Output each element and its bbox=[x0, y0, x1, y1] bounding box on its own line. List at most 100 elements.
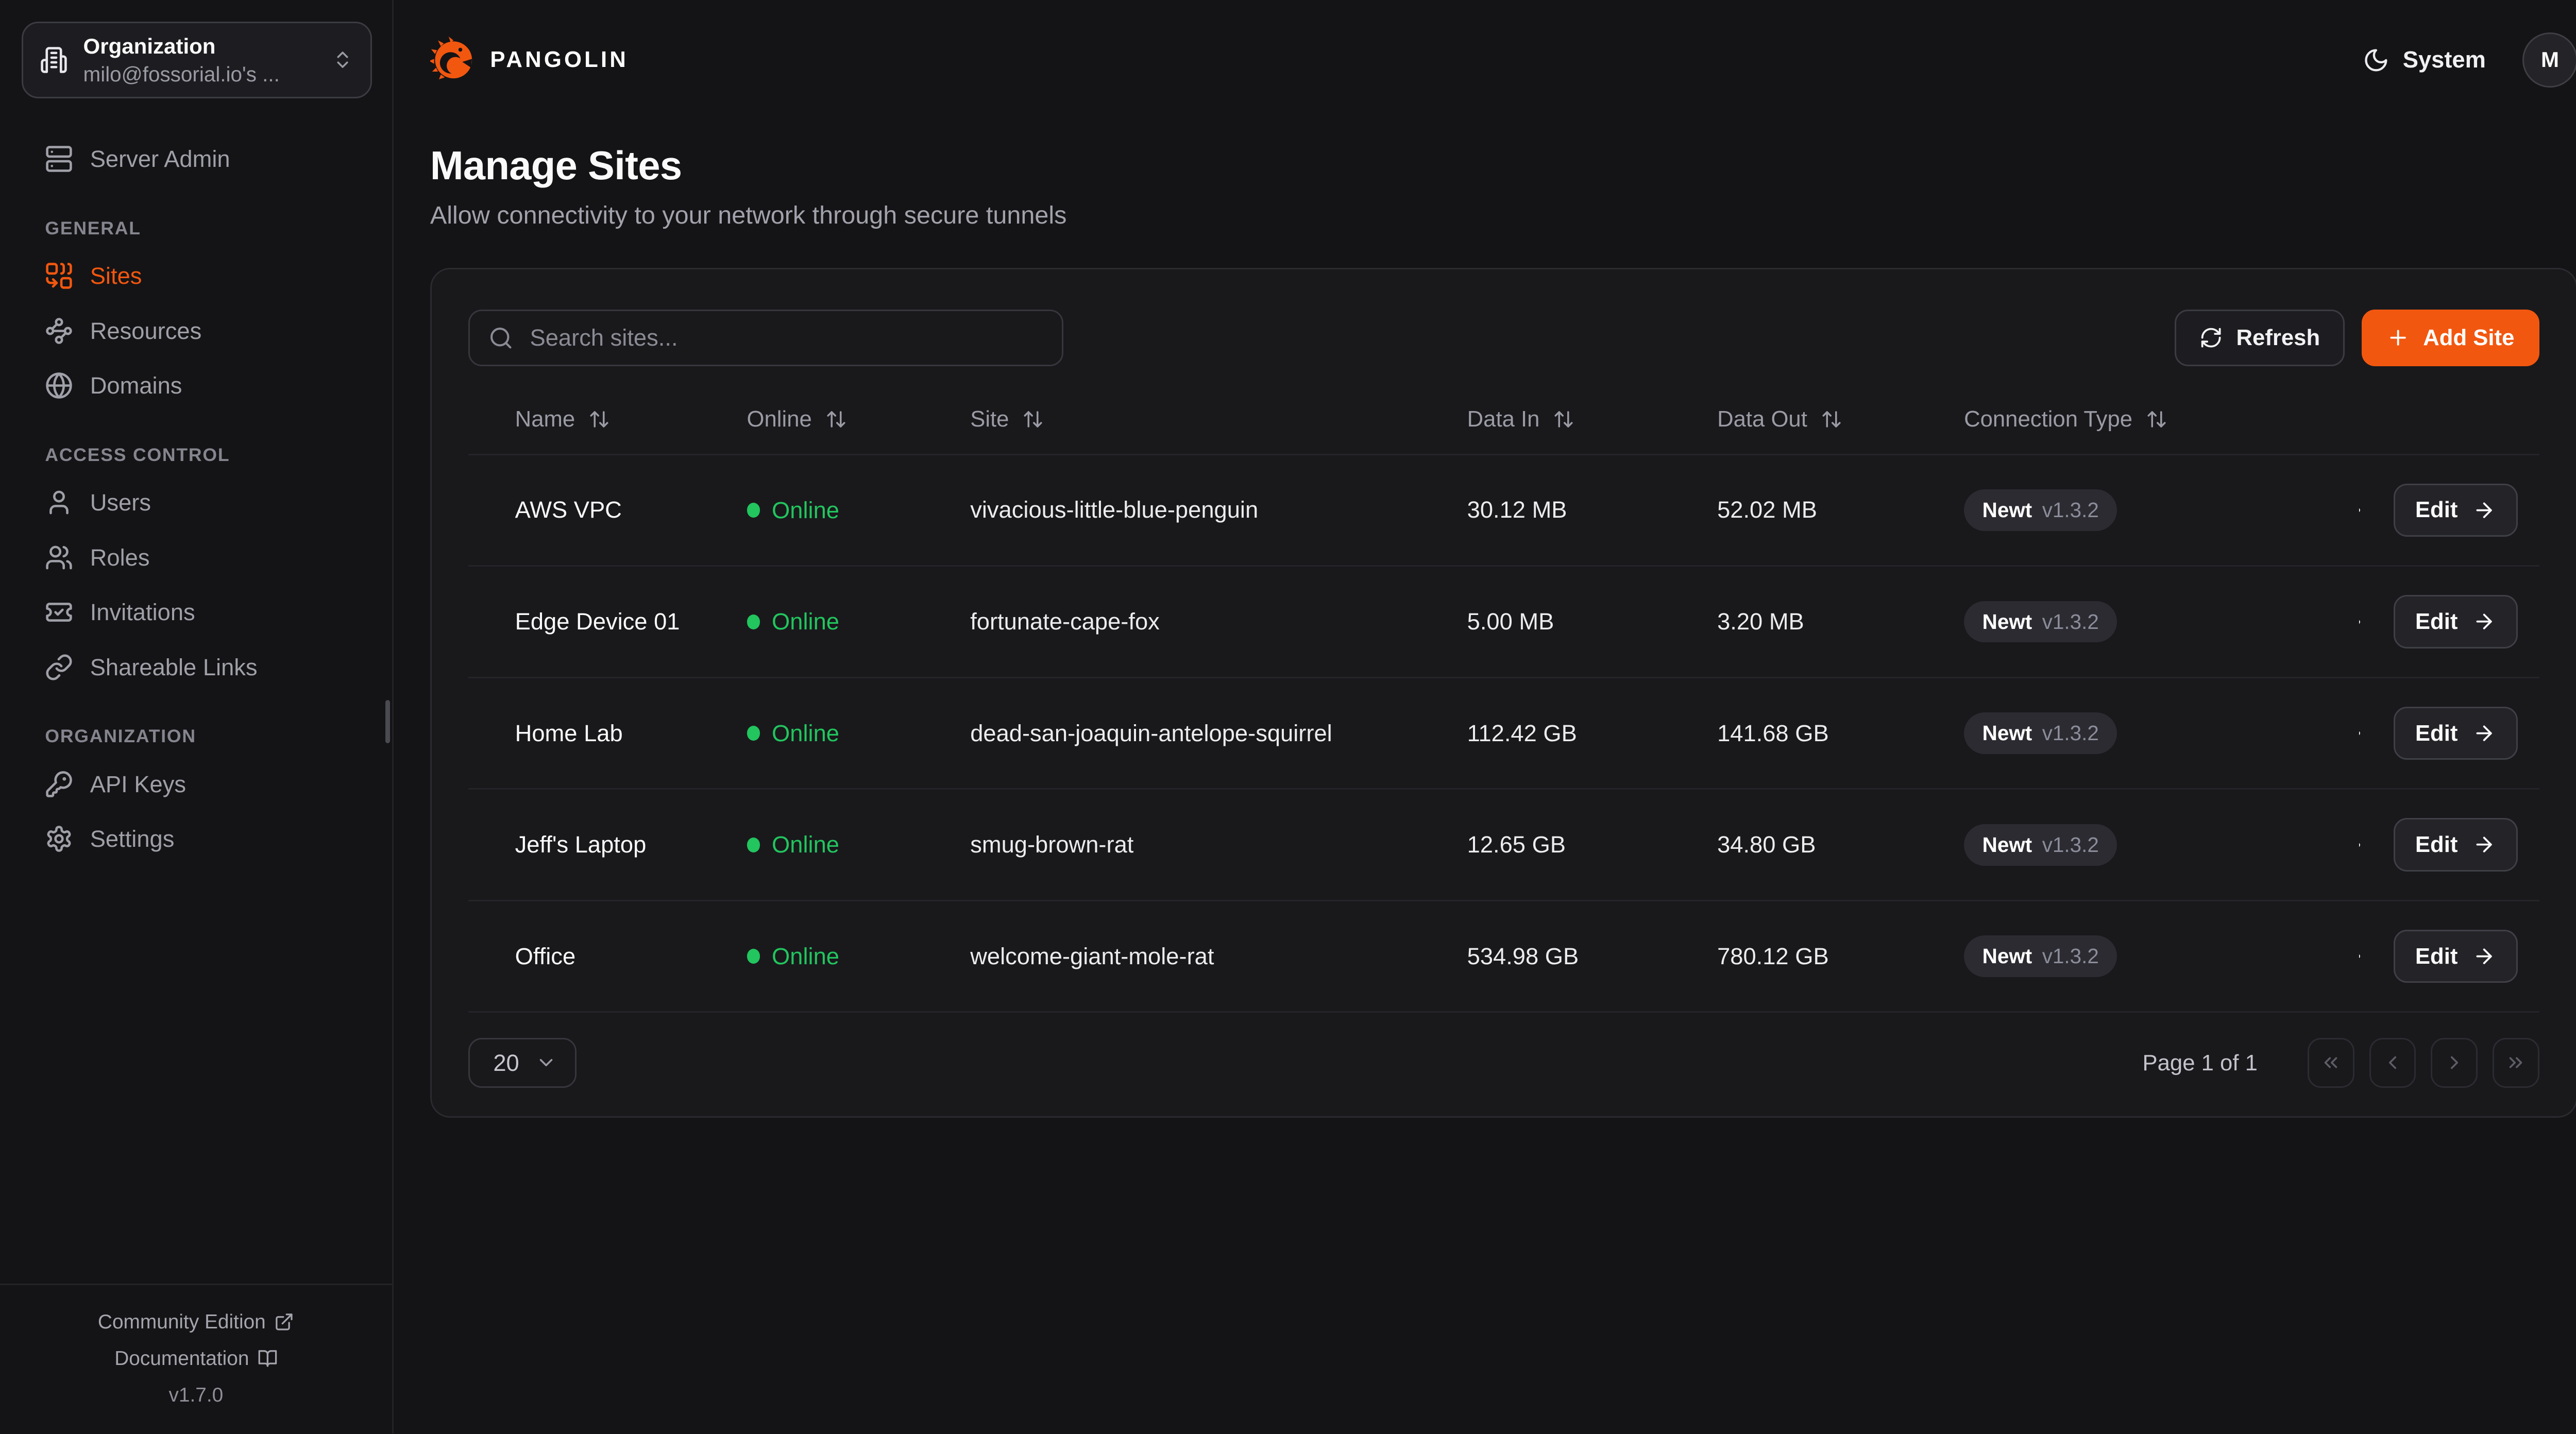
edit-button[interactable]: Edit bbox=[2394, 929, 2518, 983]
site-name-cell: Home Lab bbox=[468, 676, 747, 789]
edit-button[interactable]: Edit bbox=[2394, 818, 2518, 872]
pagination-first-button[interactable] bbox=[2307, 1037, 2354, 1088]
sidebar-item-users[interactable]: Users bbox=[22, 475, 370, 530]
online-dot-icon bbox=[747, 726, 760, 741]
connection-version: v1.3.2 bbox=[2042, 832, 2099, 857]
sidebar-footer-links: Community Edition Documentation bbox=[13, 1304, 379, 1377]
refresh-label: Refresh bbox=[2236, 325, 2320, 350]
column-label: Site bbox=[970, 406, 1009, 432]
app-version: v1.7.0 bbox=[168, 1384, 224, 1406]
combine-icon bbox=[45, 262, 73, 290]
sidebar-item-api-keys[interactable]: API Keys bbox=[22, 757, 370, 812]
row-menu-button[interactable] bbox=[2359, 939, 2367, 974]
column-label: Data In bbox=[1467, 406, 1540, 432]
column-header-data-out[interactable]: Data Out bbox=[1717, 393, 1964, 454]
connection-type-cell: Newt v1.3.2 bbox=[1964, 788, 2360, 901]
row-actions: Edit bbox=[2359, 595, 2539, 648]
connection-type-label: Newt bbox=[1982, 609, 2032, 634]
sidebar-item-label: Settings bbox=[90, 826, 175, 852]
brand[interactable]: PANGOLIN bbox=[430, 37, 629, 83]
theme-toggle-button[interactable]: System bbox=[2363, 46, 2486, 73]
column-header-data-in[interactable]: Data In bbox=[1467, 393, 1717, 454]
column-header-site[interactable]: Site bbox=[970, 393, 1467, 454]
building-icon bbox=[40, 46, 68, 74]
avatar[interactable]: M bbox=[2522, 32, 2576, 88]
row-menu-button[interactable] bbox=[2359, 604, 2367, 639]
connection-version: v1.3.2 bbox=[2042, 609, 2099, 634]
ticket-check-icon bbox=[45, 598, 73, 626]
sidebar-item-shareable-links[interactable]: Shareable Links bbox=[22, 640, 370, 695]
users-icon bbox=[45, 543, 73, 572]
pagination-next-button[interactable] bbox=[2431, 1037, 2478, 1088]
pangolin-logo-icon bbox=[430, 37, 472, 80]
sidebar-item-label: Sites bbox=[90, 262, 142, 289]
sites-toolbar: Refresh Add Site bbox=[468, 310, 2539, 367]
connection-type-cell: Newt v1.3.2 bbox=[1964, 899, 2360, 1012]
online-status-cell: Online bbox=[747, 676, 971, 789]
arrow-right-icon bbox=[2472, 610, 2496, 633]
arrow-right-icon bbox=[2472, 722, 2496, 745]
column-header-name[interactable]: Name bbox=[468, 393, 747, 454]
data-in-cell: 30.12 MB bbox=[1467, 453, 1718, 566]
online-status-cell: Online bbox=[747, 565, 971, 678]
online-dot-icon bbox=[747, 503, 760, 518]
user-icon bbox=[45, 488, 73, 517]
footer-link-community-edition[interactable]: Community Edition bbox=[13, 1304, 379, 1340]
data-out-cell: 3.20 MB bbox=[1717, 565, 1964, 678]
edit-label: Edit bbox=[2415, 832, 2458, 858]
pagination-last-button[interactable] bbox=[2493, 1037, 2539, 1088]
org-selector[interactable]: Organization milo@fossorial.io's ... bbox=[22, 22, 372, 98]
edit-button[interactable]: Edit bbox=[2394, 483, 2518, 537]
footer-link-documentation[interactable]: Documentation bbox=[13, 1340, 379, 1377]
data-out-cell: 780.12 GB bbox=[1717, 899, 1964, 1012]
sidebar-item-label: Server Admin bbox=[90, 146, 230, 173]
sidebar-item-roles[interactable]: Roles bbox=[22, 530, 370, 585]
connection-type-cell: Newt v1.3.2 bbox=[1964, 453, 2360, 566]
refresh-button[interactable]: Refresh bbox=[2175, 310, 2345, 367]
ellipsis-icon bbox=[2359, 496, 2364, 524]
pagination-previous-button[interactable] bbox=[2369, 1037, 2416, 1088]
search-input[interactable] bbox=[527, 322, 1044, 353]
table-row-aws-vpc: AWS VPC Online vivacious-little-blue-pengu… bbox=[468, 453, 2539, 566]
status-label: Online bbox=[772, 497, 839, 523]
sidebar-item-label: Users bbox=[90, 489, 151, 516]
connection-version: v1.3.2 bbox=[2042, 721, 2099, 745]
online-status-cell: Online bbox=[747, 899, 971, 1012]
column-label: Connection Type bbox=[1964, 406, 2133, 432]
column-header-inner: Connection Type bbox=[1964, 406, 2167, 432]
site-id-cell: vivacious-little-blue-penguin bbox=[970, 453, 1467, 566]
row-menu-button[interactable] bbox=[2359, 493, 2367, 528]
column-header-online[interactable]: Online bbox=[747, 393, 971, 454]
sidebar-scrollbar-thumb[interactable] bbox=[385, 700, 391, 744]
status-badge: Online bbox=[747, 943, 839, 970]
row-actions: Edit bbox=[2359, 929, 2539, 983]
edit-button[interactable]: Edit bbox=[2394, 706, 2518, 760]
table-row-office: Office Online welcome-giant-mole-rat 534.98… bbox=[468, 899, 2539, 1012]
column-header-connection-type[interactable]: Connection Type bbox=[1964, 393, 2359, 454]
arrow-up-down-icon bbox=[825, 408, 847, 430]
data-in-cell: 112.42 GB bbox=[1467, 676, 1718, 789]
sidebar-item-resources[interactable]: Resources bbox=[22, 303, 370, 358]
footer-link-label: Documentation bbox=[114, 1347, 249, 1370]
sidebar-item-settings[interactable]: Settings bbox=[22, 812, 370, 867]
sidebar-item-sites[interactable]: Sites bbox=[22, 248, 370, 303]
row-menu-button[interactable] bbox=[2359, 716, 2367, 751]
row-menu-button[interactable] bbox=[2359, 827, 2367, 862]
connection-type-label: Newt bbox=[1982, 721, 2032, 745]
connection-version: v1.3.2 bbox=[2042, 498, 2099, 522]
connection-type-label: Newt bbox=[1982, 944, 2032, 968]
sidebar-item-domains[interactable]: Domains bbox=[22, 358, 370, 414]
edit-button[interactable]: Edit bbox=[2394, 595, 2518, 648]
footer-link-label: Community Edition bbox=[97, 1310, 266, 1333]
status-badge: Online bbox=[747, 497, 839, 524]
site-id-cell: fortunate-cape-fox bbox=[970, 565, 1467, 678]
sidebar-item-invitations[interactable]: Invitations bbox=[22, 585, 370, 640]
ellipsis-icon bbox=[2359, 942, 2364, 970]
connection-type-label: Newt bbox=[1982, 832, 2032, 857]
row-actions: Edit bbox=[2359, 483, 2539, 537]
column-header-inner: Online bbox=[747, 406, 847, 432]
settings-icon bbox=[45, 825, 73, 853]
sidebar-item-server-admin[interactable]: Server Admin bbox=[22, 132, 370, 187]
page-size-select[interactable]: 20 bbox=[468, 1037, 577, 1088]
add-site-button[interactable]: Add Site bbox=[2361, 310, 2539, 367]
